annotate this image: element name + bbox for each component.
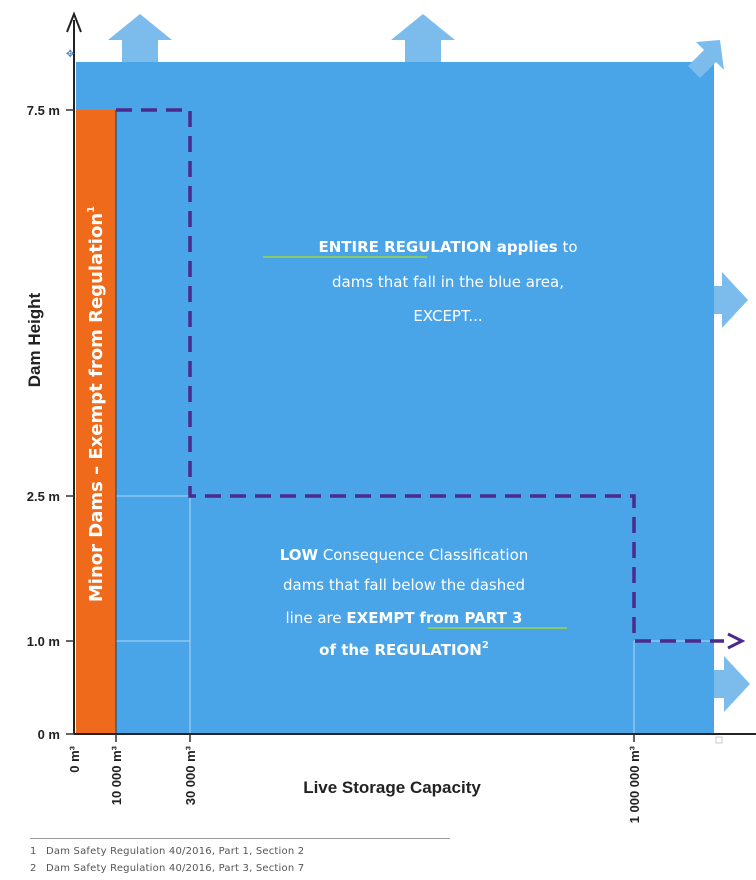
x-axis-title: Live Storage Capacity <box>303 778 481 797</box>
y-tick-2-5m: 2.5 m <box>27 489 60 504</box>
exempt-bold: EXEMPT <box>346 609 415 627</box>
right-arrow-upper <box>714 272 748 328</box>
svg-text:✥: ✥ <box>66 49 74 60</box>
x-tick-0: 0 m³ <box>67 745 82 772</box>
y-axis-title: Dam Height <box>25 292 44 387</box>
svg-text:ENTIRE REGULATION applies to: ENTIRE REGULATION applies to <box>318 238 577 256</box>
footnote-1: 1 Dam Safety Regulation 40/2016, Part 1, … <box>30 846 305 857</box>
minor-dams-label: Minor Dams – Exempt from Regulation1 <box>86 206 107 602</box>
up-arrow-left <box>108 14 172 62</box>
minor-dams-band <box>76 110 116 734</box>
footnotes: 1 Dam Safety Regulation 40/2016, Part 1, … <box>30 838 450 877</box>
axes <box>66 11 756 735</box>
svg-text:EXCEPT...: EXCEPT... <box>413 307 482 325</box>
dashed-line-arrowhead <box>727 632 746 650</box>
extension-arrows <box>108 14 750 712</box>
footnote-2: 2 Dam Safety Regulation 40/2016, Part 3, … <box>30 863 305 874</box>
right-arrow-lower <box>714 656 750 712</box>
blue-regulated-area <box>76 62 714 734</box>
svg-text:dams that fall below the dashe: dams that fall below the dashed <box>283 576 525 594</box>
svg-text:dams that fall in the blue are: dams that fall in the blue area, <box>332 273 564 291</box>
x-tick-10000: 10 000 m³ <box>109 745 124 805</box>
low-consequence-note: LOW Consequence Classification dams that… <box>280 546 529 659</box>
from-part-3-bold: from PART 3 <box>419 609 522 627</box>
x-tick-30000: 30 000 m³ <box>183 745 198 805</box>
x-tick-1000000: 1 000 000 m³ <box>627 745 642 823</box>
x-tick-marks <box>115 734 635 742</box>
diagonal-arrow-top-right <box>688 40 724 78</box>
entire-regulation-bold: ENTIRE REGULATION <box>318 238 491 256</box>
svg-text:line are EXEMPT from PART 3: line are EXEMPT from PART 3 <box>286 609 523 627</box>
low-consequence-dashed-boundary <box>116 108 724 643</box>
svg-text:of the REGULATION2: of the REGULATION2 <box>319 640 489 659</box>
up-arrow-middle <box>391 14 455 62</box>
y-tick-marks <box>66 109 74 735</box>
y-tick-1-0m: 1.0 m <box>27 634 60 649</box>
entire-regulation-note: ENTIRE REGULATION applies to dams that f… <box>318 238 577 325</box>
svg-text:LOW Consequence Classification: LOW Consequence Classification <box>280 546 529 564</box>
y-axis-arrowhead <box>66 11 82 33</box>
y-tick-0m: 0 m <box>38 727 60 742</box>
y-tick-7-5m: 7.5 m <box>27 103 60 118</box>
low-bold: LOW <box>280 546 319 564</box>
